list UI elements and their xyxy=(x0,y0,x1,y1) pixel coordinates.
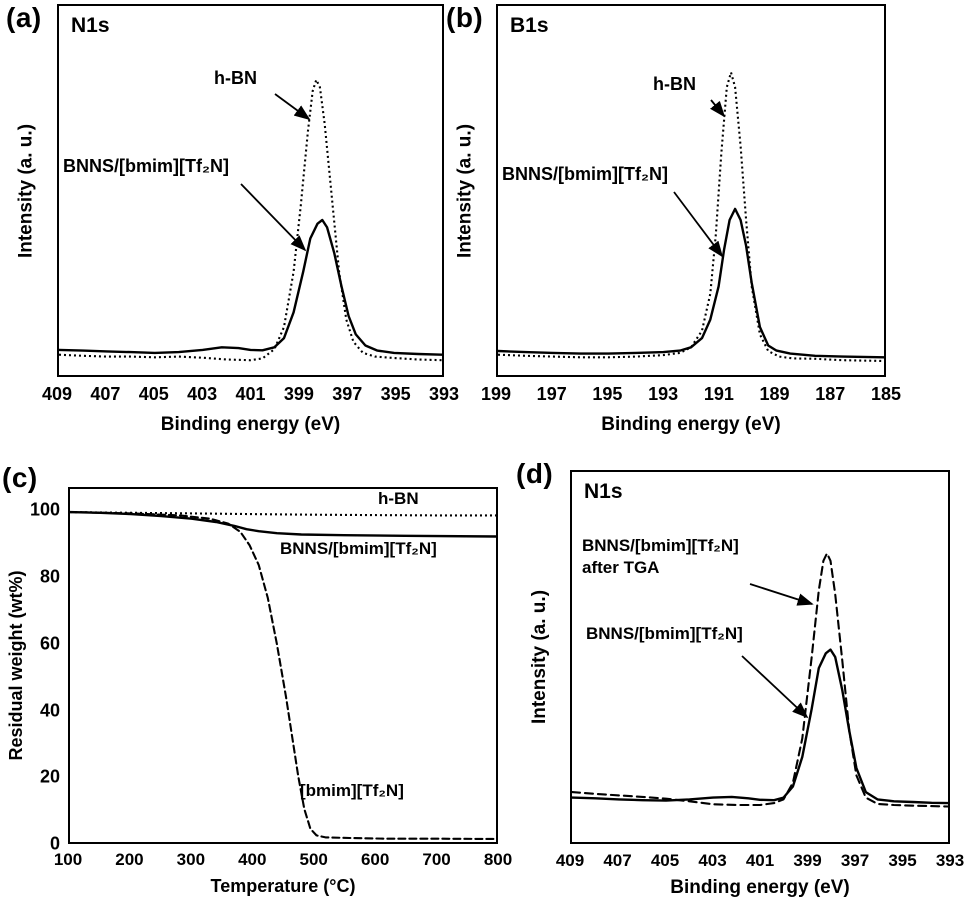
x-tick-label: 393 xyxy=(428,384,460,404)
x-tick-label: 397 xyxy=(332,384,363,404)
panel-d-plot: N1s BNNS/[bmim][Tf₂N] after TGA BNNS/[bm… xyxy=(570,470,950,844)
panel-a-ylabel: Intensity (a. u.) xyxy=(15,123,37,259)
x-tick-label: 399 xyxy=(283,384,314,404)
panel-a-plot: N1s h-BN BNNS/[bmim][Tf₂N] xyxy=(57,4,444,377)
panel-c-annotation-bnns: BNNS/[bmim][Tf₂N] xyxy=(280,539,437,558)
arrow-bnns xyxy=(741,655,809,719)
panel-b-annotation-hbn: h-BN xyxy=(653,74,696,94)
panel-d-annotation-bnns: BNNS/[bmim][Tf₂N] xyxy=(586,624,743,643)
x-tick-label: 195 xyxy=(592,384,623,404)
panel-a-xticks: 409 407 405 403 401 399 397 395 393 xyxy=(42,384,459,406)
x-tick-label: 395 xyxy=(888,851,917,870)
x-tick-label: 405 xyxy=(650,851,680,870)
y-tick-label: 20 xyxy=(39,766,60,787)
panel-a-xlabel: Binding energy (eV) xyxy=(160,414,341,435)
panel-b-ylabel: Intensity (a. u.) xyxy=(454,123,476,259)
y-tick-label: 100 xyxy=(29,499,60,520)
x-tick-label: 197 xyxy=(536,384,567,404)
x-tick-label: 401 xyxy=(235,384,266,404)
series-[bmim][Tf₂N] xyxy=(68,511,498,841)
panel-d-tag: (d) xyxy=(516,458,554,489)
panel-d-title: N1s xyxy=(584,480,623,503)
panel-d-curves xyxy=(570,552,950,808)
x-tick-label: 187 xyxy=(815,384,846,404)
x-tick-label: 409 xyxy=(555,851,585,870)
panel-b-title: B1s xyxy=(510,14,549,37)
panel-b-plot: B1s h-BN BNNS/[bmim][Tf₂N] xyxy=(496,4,886,377)
x-tick-label: 407 xyxy=(90,384,121,404)
panel-b-xticks: 199 197 195 193 191 189 187 185 xyxy=(481,384,901,406)
panel-a-curves xyxy=(57,78,444,362)
arrow-hbn xyxy=(710,99,726,118)
x-tick-label: 399 xyxy=(793,851,822,870)
x-tick-label: 185 xyxy=(870,384,902,404)
x-tick-label: 393 xyxy=(935,851,965,870)
panel-c-xlabel: Temperature (°C) xyxy=(210,876,356,896)
panel-d-xticks: 409 407 405 403 401 399 397 395 393 xyxy=(556,851,964,873)
series-h-BN xyxy=(497,71,885,363)
x-tick-label: 191 xyxy=(703,384,734,404)
panel-d-annotation-after-tga-line2: after TGA xyxy=(582,558,660,577)
panel-b-curves xyxy=(496,71,886,363)
x-tick-label: 200 xyxy=(115,850,144,869)
series-BNNS/[bmim][Tf₂N] xyxy=(570,648,950,805)
x-tick-label: 401 xyxy=(745,851,775,870)
panel-c-yticks: 0 20 40 60 80 100 xyxy=(22,487,62,854)
panel-d-annotation-arrows xyxy=(741,583,814,719)
x-tick-label: 600 xyxy=(360,850,390,869)
x-tick-label: 800 xyxy=(483,850,513,869)
series-BNNS/[bmim][Tf₂N] xyxy=(496,207,886,359)
arrow-hbn xyxy=(274,93,311,121)
y-tick-label: 80 xyxy=(39,566,60,587)
panel-c-tag: (c) xyxy=(2,462,38,493)
y-tick-label: 40 xyxy=(39,700,60,721)
x-tick-label: 300 xyxy=(176,850,206,869)
panel-b-xlabel: Binding energy (eV) xyxy=(601,414,781,435)
x-tick-label: 400 xyxy=(238,850,267,869)
x-tick-label: 100 xyxy=(53,850,83,869)
x-tick-label: 189 xyxy=(759,384,790,404)
panel-c-annotation-hbn: h-BN xyxy=(378,489,419,508)
panel-a-tag: (a) xyxy=(6,2,42,33)
x-tick-label: 403 xyxy=(698,851,727,870)
x-tick-label: 405 xyxy=(138,384,169,404)
arrow-bnns xyxy=(673,191,724,258)
series-BNNS/[bmim][Tf₂N] xyxy=(68,510,498,538)
panel-a-annotation-hbn: h-BN xyxy=(214,68,257,88)
x-tick-label: 193 xyxy=(648,384,679,404)
x-tick-label: 397 xyxy=(840,851,870,870)
series-BNNS/[bmim][Tf₂N] xyxy=(57,218,444,356)
panel-b-tag: (b) xyxy=(446,2,484,33)
x-tick-label: 407 xyxy=(603,851,632,870)
x-tick-label: 700 xyxy=(422,850,451,869)
panel-d-xlabel: Binding energy (eV) xyxy=(670,877,850,898)
x-tick-label: 199 xyxy=(480,384,512,404)
panel-a-annotation-arrows xyxy=(240,93,311,252)
panel-c-annotation-il: [bmim][Tf₂N] xyxy=(300,781,404,800)
panel-c-xticks: 100 200 300 400 500 600 700 800 xyxy=(54,850,512,872)
panel-c-curves xyxy=(68,510,498,841)
panel-b-annotation-bnns: BNNS/[bmim][Tf₂N] xyxy=(502,164,668,184)
arrow-after-tga xyxy=(749,583,814,606)
panel-a-title: N1s xyxy=(71,14,110,37)
series-h-BN xyxy=(58,78,443,362)
panel-d-annotation-after-tga-line1: BNNS/[bmim][Tf₂N] xyxy=(582,536,739,555)
panel-c-plot: h-BN BNNS/[bmim][Tf₂N] [bmim][Tf₂N] xyxy=(68,487,498,844)
panel-a-annotation-bnns: BNNS/[bmim][Tf₂N] xyxy=(63,156,229,176)
panel-d-ylabel: Intensity (a. u.) xyxy=(529,589,550,725)
panel-b-annotation-arrows xyxy=(673,99,726,258)
y-tick-label: 0 xyxy=(49,833,60,854)
arrow-bnns xyxy=(240,183,307,252)
x-tick-label: 403 xyxy=(187,384,218,404)
x-tick-label: 500 xyxy=(299,850,328,869)
y-tick-label: 60 xyxy=(39,633,60,654)
x-tick-label: 409 xyxy=(41,384,73,404)
x-tick-label: 395 xyxy=(380,384,411,404)
